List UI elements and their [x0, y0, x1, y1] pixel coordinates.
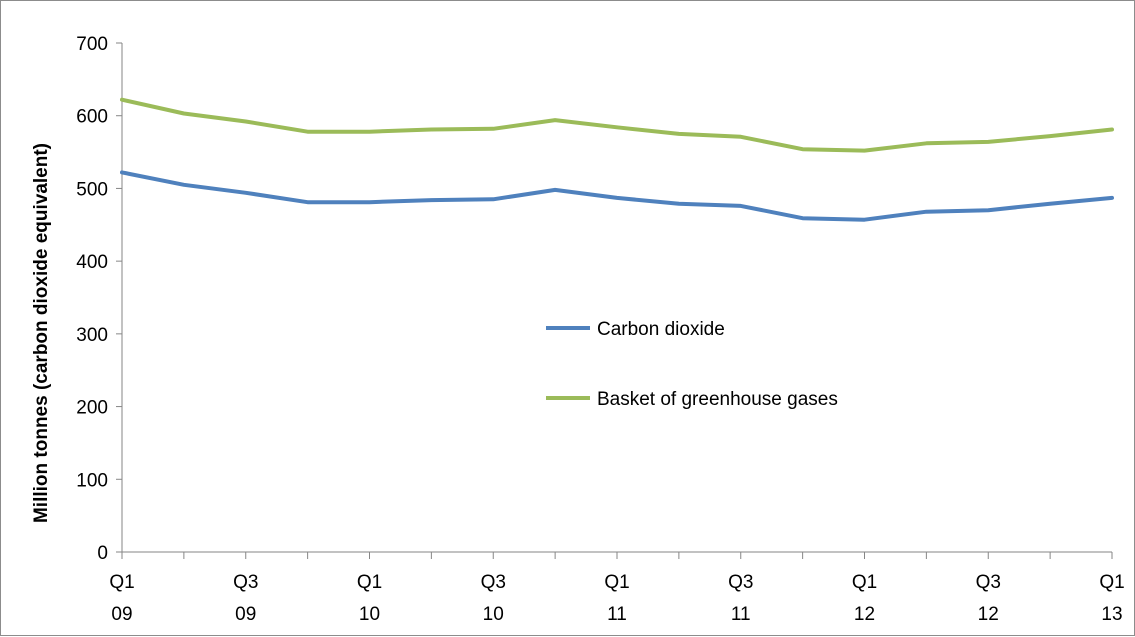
- x-tick-label-quarter: Q1: [604, 572, 629, 593]
- x-tick-label-year: 09: [111, 604, 132, 625]
- x-tick-label-year: 09: [235, 604, 256, 625]
- x-tick-label-year: 12: [854, 604, 875, 625]
- y-tick-label: 0: [97, 543, 108, 564]
- x-tick-label-quarter: Q1: [852, 572, 877, 593]
- x-tick-label-quarter: Q3: [481, 572, 506, 593]
- series-line-carbon-dioxide: [120, 170, 1114, 222]
- legend-label: Basket of greenhouse gases: [597, 389, 838, 410]
- y-axis-title: Million tonnes (carbon dioxide equivalen…: [31, 143, 52, 523]
- x-tick-label-year: 11: [607, 604, 627, 625]
- y-tick-label: 500: [76, 179, 108, 200]
- series-line-greenhouse-gases: [120, 97, 1114, 153]
- x-tick-label-quarter: Q3: [728, 572, 753, 593]
- x-tick-label-year: 10: [483, 604, 504, 625]
- x-tick-label-quarter: Q1: [357, 572, 382, 593]
- x-tick-label-quarter: Q1: [109, 572, 134, 593]
- y-tick-label: 300: [76, 325, 108, 346]
- x-tick-label-year: 11: [731, 604, 751, 625]
- x-tick-label-year: 13: [1101, 604, 1122, 625]
- x-tick-label-quarter: Q1: [1099, 572, 1124, 593]
- x-tick-label-quarter: Q3: [976, 572, 1001, 593]
- y-tick-label: 100: [76, 470, 108, 491]
- legend-label: Carbon dioxide: [597, 319, 725, 340]
- y-tick-label: 400: [76, 252, 108, 273]
- x-tick-label-quarter: Q3: [233, 572, 258, 593]
- x-tick-label-year: 12: [978, 604, 999, 625]
- y-tick-label: 200: [76, 398, 108, 419]
- y-tick-label: 700: [76, 34, 108, 55]
- x-tick-label-year: 10: [359, 604, 380, 625]
- y-tick-label: 600: [76, 107, 108, 128]
